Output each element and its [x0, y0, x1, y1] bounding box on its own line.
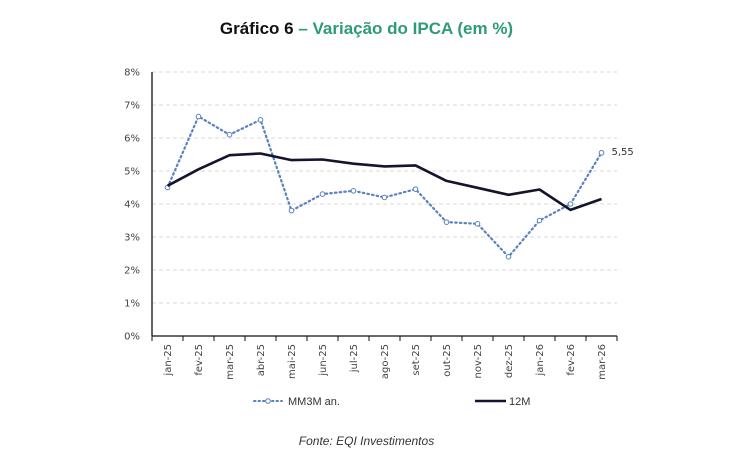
y-tick-label: 1% — [124, 299, 140, 310]
x-tick-label: fev-26 — [566, 344, 577, 376]
chart-title: Gráfico 6 – Variação do IPCA (em %) — [0, 19, 733, 39]
series-line-12m — [166, 152, 602, 212]
data-labels: 5,55 — [612, 147, 634, 158]
y-tick-label: 0% — [124, 332, 140, 343]
legend-marker-mm3m — [265, 398, 271, 404]
x-tick-label: ago-25 — [380, 344, 391, 379]
y-tick-label: 5% — [124, 167, 140, 178]
gridlines — [152, 71, 617, 304]
series-layer — [164, 113, 605, 260]
data-point-marker — [257, 117, 264, 123]
data-label: 5,55 — [612, 147, 634, 158]
y-tick-label: 4% — [124, 200, 140, 211]
x-tick-label: jun-25 — [318, 344, 329, 377]
x-tick-label: abr-25 — [256, 344, 267, 376]
series-line-mm3m — [166, 114, 603, 259]
x-tick-label: dez-25 — [504, 344, 515, 378]
data-point-marker — [195, 113, 202, 120]
legend-label-mm3m: MM3M an. — [288, 396, 340, 408]
x-tick-label: mai-25 — [287, 344, 298, 379]
x-tick-label: mar-26 — [597, 344, 608, 380]
chart-title-prefix: Gráfico 6 — [219, 19, 294, 38]
data-point-marker — [536, 217, 543, 224]
data-point-marker — [350, 188, 357, 194]
axes — [151, 72, 618, 341]
x-tick-label: out-25 — [442, 344, 453, 377]
x-tick-label: set-25 — [411, 344, 422, 376]
x-tick-label: jan-25 — [163, 344, 174, 377]
chart-title-dash: – — [293, 19, 313, 38]
chart-title-main: Variação do IPCA (em %) — [312, 19, 514, 38]
data-point-marker — [319, 191, 326, 197]
data-point-marker — [474, 221, 481, 227]
x-tick-label: jul-25 — [349, 344, 360, 373]
data-point-marker — [412, 186, 419, 192]
data-point-marker — [288, 207, 295, 214]
data-point-marker — [505, 253, 512, 260]
legend-label-12m: 12M — [509, 396, 530, 408]
y-tick-label: 6% — [124, 134, 140, 145]
data-point-marker — [567, 201, 574, 207]
y-axis-ticks: 0% 1% 2% 3% 4% 5% 6% 7% 8% — [124, 68, 140, 343]
y-tick-label: 3% — [124, 233, 140, 244]
x-axis-ticks: jan-25 fev-25 mar-25 abr-25 mai-25 jun-25 jul-… — [163, 344, 608, 380]
x-tick-label: fev-25 — [194, 344, 205, 376]
data-point-marker — [381, 194, 388, 201]
y-tick-label: 7% — [124, 101, 140, 112]
source-note: Fonte: EQI Investimentos — [298, 434, 435, 448]
x-tick-label: nov-25 — [473, 344, 484, 378]
data-point-marker — [226, 131, 233, 138]
y-tick-label: 8% — [124, 68, 140, 79]
data-point-marker — [443, 219, 450, 225]
legend: MM3M an. 12M — [253, 396, 530, 408]
x-tick-label: jan-26 — [535, 344, 546, 377]
y-tick-label: 2% — [124, 266, 140, 277]
data-point-marker — [598, 150, 605, 156]
x-tick-label: mar-25 — [225, 344, 236, 380]
